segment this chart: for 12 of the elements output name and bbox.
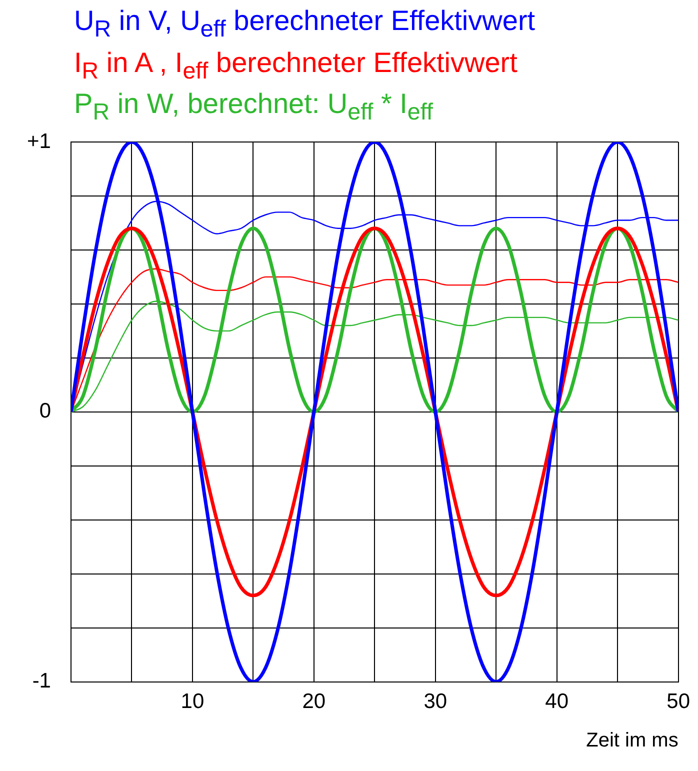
- x-tick-label: 40: [545, 690, 569, 714]
- text: P$_{R}$ in W, berechnet: U$_{eff}$ * I$_{eff}$: [74, 87, 434, 127]
- x-tick-label: 10: [180, 690, 204, 714]
- y-tick-label: 0: [39, 400, 51, 423]
- x-tick-label: 30: [424, 690, 448, 714]
- x-tick-label: 20: [302, 690, 326, 714]
- x-tick-label: 50: [666, 690, 690, 714]
- x-axis-title: Zeit im ms: [586, 730, 678, 752]
- y-tick-label: +1: [27, 130, 51, 153]
- text: I$_{R}$ in A , I$_{eff}$ berechneter Effektivwert: [74, 46, 518, 86]
- text: U$_{R}$ in V, U$_{eff}$ berechneter Effektivwert: [74, 4, 536, 44]
- y-tick-label: -1: [32, 670, 51, 693]
